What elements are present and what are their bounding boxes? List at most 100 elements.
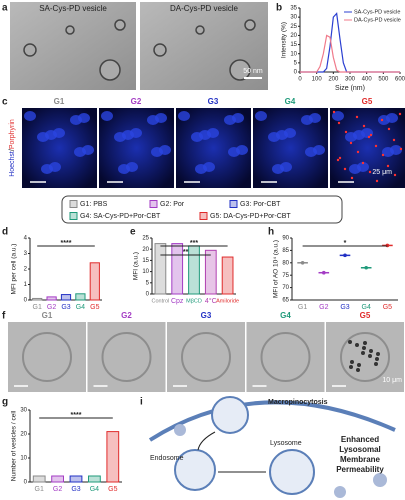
significance-label: ** (183, 249, 189, 256)
y-tick-label: 0 (146, 292, 150, 298)
channel: Hoechst (9, 151, 16, 177)
lysosome (269, 449, 315, 495)
group-label: G5 (360, 311, 371, 320)
schematic-shapes (148, 396, 396, 498)
x-tick-label: 0 (298, 77, 302, 83)
nucleus (332, 111, 344, 121)
channel: / (9, 149, 16, 151)
legend-swatch (229, 200, 238, 208)
x-tick-label: Cpz (171, 298, 184, 305)
porphyrin-dot (367, 135, 371, 139)
mean-dot (322, 270, 326, 275)
panel-label: f (2, 311, 6, 322)
y-tick-label: 0 (24, 298, 28, 304)
x-tick-label: 400 (362, 77, 373, 83)
nucleus (191, 132, 203, 142)
y-tick-label: 5 (146, 280, 150, 286)
bar (89, 262, 100, 301)
channel: Porphyrin (9, 119, 16, 149)
x-tick-label: G2 (53, 486, 62, 493)
channel-label: Hoechst/Porphyrin (9, 119, 16, 177)
porphyrin-dot (338, 156, 342, 160)
bar (75, 293, 86, 301)
bar (32, 475, 46, 483)
porphyrin-dot (369, 133, 373, 137)
porphyrin-dot (343, 167, 347, 171)
schematic-label: Macropinocytosis (268, 399, 328, 406)
y-tick-label: 20 (290, 33, 297, 39)
significance-label: * (344, 240, 347, 247)
x-tick-label: G4 (90, 486, 99, 493)
y-tick-label: 2 (24, 267, 28, 273)
porphyrin-dot (374, 144, 378, 148)
y-axis-label: Intensity (%) (281, 22, 288, 58)
panel-label: c (2, 97, 8, 108)
vesicle (153, 43, 167, 57)
scale-label: 25 μm (372, 169, 392, 176)
porphyrin-dot (337, 121, 341, 125)
vesicle (368, 354, 372, 358)
y-axis-label: MFI of AO 10⁴ (a.u.) (273, 240, 280, 298)
mean-dot (385, 243, 390, 248)
y-tick-label: 10 (20, 456, 27, 462)
panel-label: b (276, 3, 282, 14)
porphyrin-dot (344, 130, 348, 134)
nucleus (114, 132, 126, 142)
legend-label: SA-Cys-PD vesicle (354, 9, 400, 15)
cell (101, 332, 152, 382)
porphyrin-dot (368, 170, 372, 174)
porphyrin-dot (392, 138, 396, 142)
mean-dot (343, 253, 347, 258)
porphyrin-dot (362, 124, 366, 128)
vesicle (374, 362, 378, 366)
y-tick-label: 15 (142, 258, 149, 264)
x-tick-label: G1 (298, 304, 307, 311)
legend-swatch (69, 212, 78, 220)
legend-swatch (199, 212, 208, 220)
y-tick-label: 0 (294, 70, 298, 76)
group-label: G2 (121, 311, 132, 320)
x-tick-label: G2 (319, 304, 328, 311)
y-tick-label: 70 (282, 285, 289, 291)
group-label: G5 (362, 97, 373, 106)
significance-label: **** (61, 240, 72, 247)
x-tick-label: G1 (33, 304, 42, 311)
group-label: G1 (42, 311, 53, 320)
porphyrin-dot (380, 118, 384, 122)
y-tick-label: 25 (290, 24, 297, 30)
bar (51, 475, 64, 483)
vesicle (349, 365, 353, 369)
legend-label: G5: DA-Cys-PD+Por-CBT (210, 213, 291, 220)
panel-label: a (2, 3, 8, 14)
legend-label: G4: SA-Cys-PD+Por-CBT (80, 213, 161, 220)
y-axis-label: MFI (a.u.) (133, 252, 140, 280)
y-tick-label: 10 (290, 51, 297, 57)
x-tick-label: 200 (328, 77, 339, 83)
nucleus (151, 147, 163, 157)
y-tick-label: 0 (24, 480, 28, 486)
y-tick-label: 20 (20, 432, 27, 438)
x-tick-label: 300 (345, 77, 356, 83)
nucleus (101, 111, 113, 121)
x-tick-label: G5 (108, 486, 117, 493)
bar (106, 431, 120, 483)
scale-label: 10 μm (382, 377, 402, 384)
nucleus (195, 164, 207, 174)
bar (221, 256, 234, 295)
nucleus (255, 111, 267, 121)
endosome (174, 449, 216, 491)
vesicle (195, 25, 205, 35)
legend-swatch (149, 200, 158, 208)
porphyrin-dot (361, 161, 365, 165)
schematic-label: Membrane (340, 455, 381, 464)
vesicle (65, 25, 75, 35)
y-tick-label: 5 (294, 60, 298, 66)
nucleus (272, 164, 284, 174)
cell (340, 332, 390, 382)
group-label: G1 (54, 97, 65, 106)
bar (204, 249, 217, 295)
bar (88, 475, 101, 483)
vesicle (376, 352, 380, 356)
y-tick-label: 20 (142, 247, 149, 253)
scale-label: 50 nm (243, 68, 263, 75)
